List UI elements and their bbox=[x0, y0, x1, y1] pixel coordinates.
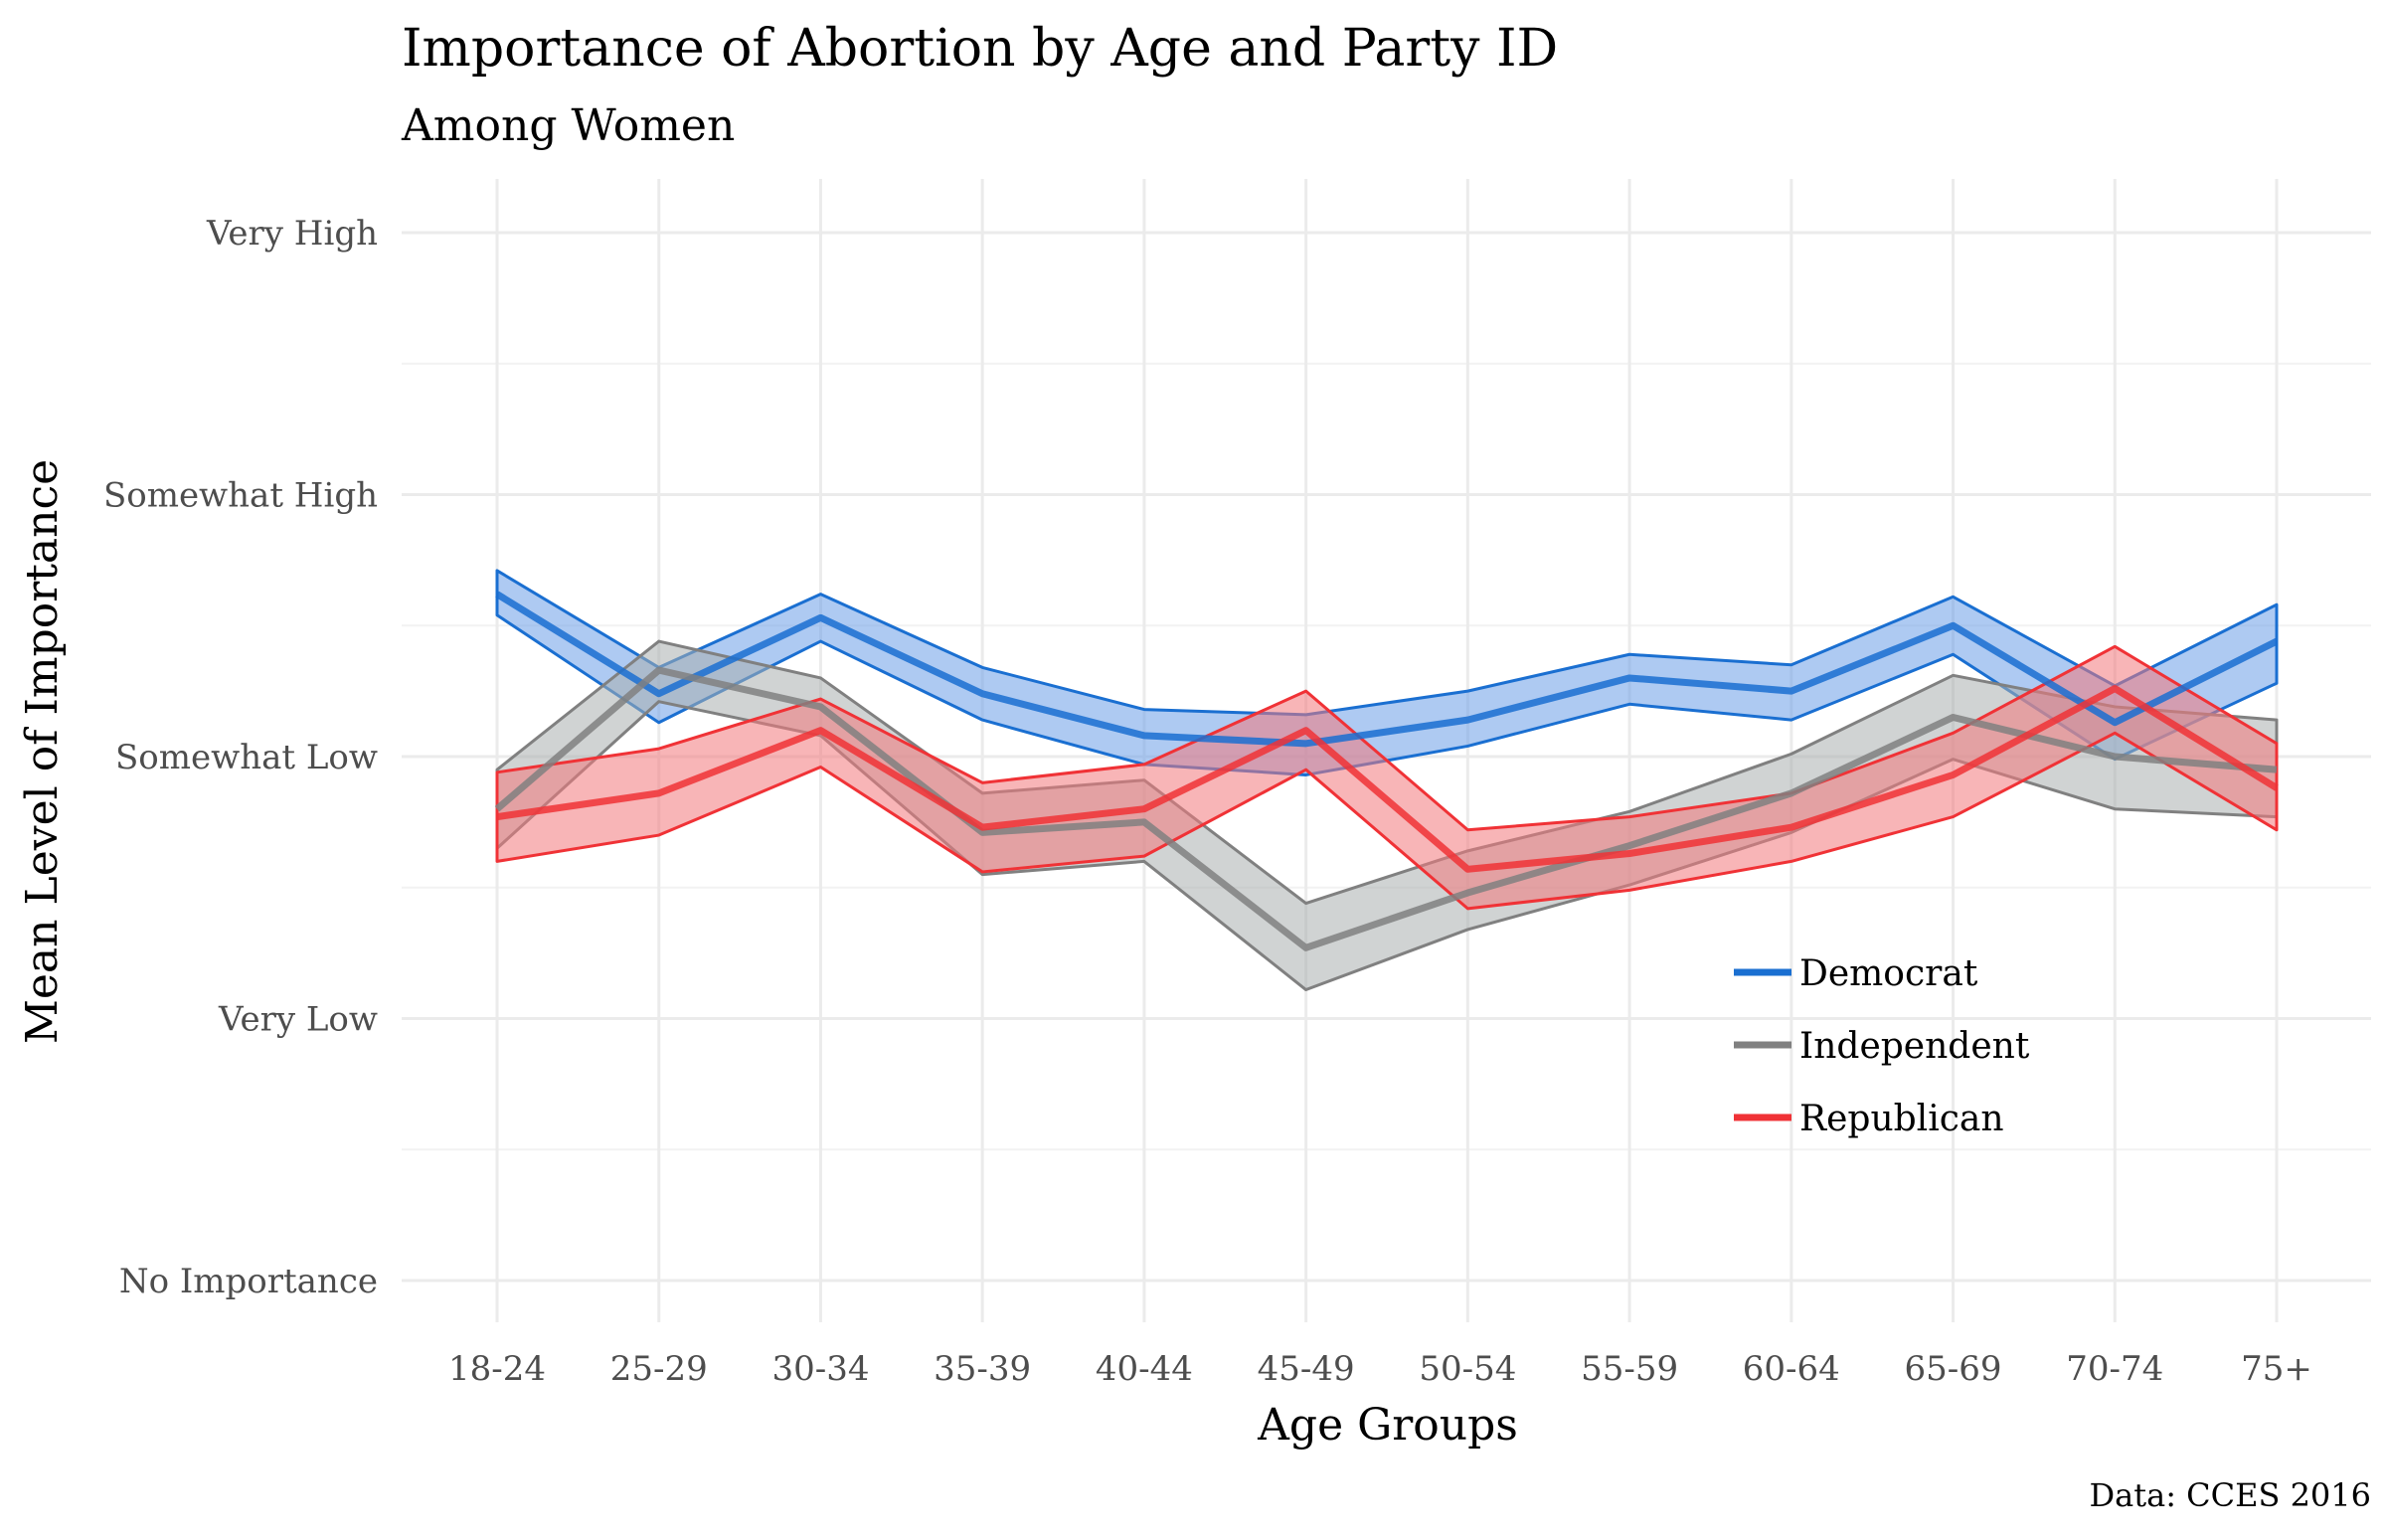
x-tick-label: 18-24 bbox=[448, 1349, 546, 1389]
y-tick-label: Somewhat High bbox=[103, 476, 378, 516]
series-line-independent bbox=[494, 666, 2278, 951]
y-tick-label: Somewhat Low bbox=[115, 738, 378, 777]
y-tick-label: No Importance bbox=[119, 1262, 378, 1301]
legend-label-republican: Republican bbox=[1799, 1099, 2004, 1139]
caption: Data: CCES 2016 bbox=[2090, 1476, 2371, 1514]
chart-subtitle: Among Women bbox=[401, 100, 735, 151]
legend: Democrat Independent Republican bbox=[1734, 953, 2030, 1139]
x-axis-title: Age Groups bbox=[1257, 1400, 1518, 1451]
x-tick-label: 35-39 bbox=[934, 1349, 1031, 1389]
series-lines bbox=[494, 591, 2279, 951]
legend-label-independent: Independent bbox=[1799, 1026, 2030, 1067]
x-tick-label: 45-49 bbox=[1258, 1349, 1355, 1389]
confidence-bands bbox=[495, 569, 2279, 992]
y-axis-title: Mean Level of Importance bbox=[17, 459, 68, 1044]
chart-title: Importance of Abortion by Age and Party … bbox=[402, 19, 1558, 79]
x-axis-ticks: 18-24 25-29 30-34 35-39 40-44 45-49 50-54 55-59… bbox=[448, 1349, 2312, 1389]
series-line-republican bbox=[496, 684, 2279, 873]
confidence-band-republican bbox=[495, 644, 2279, 911]
x-tick-label: 40-44 bbox=[1096, 1349, 1193, 1389]
x-tick-label: 25-29 bbox=[610, 1349, 708, 1389]
y-axis-ticks: No Importance Very Low Somewhat Low Somewha… bbox=[103, 214, 378, 1301]
x-tick-label: 65-69 bbox=[1905, 1349, 2002, 1389]
x-tick-label: 50-54 bbox=[1419, 1349, 1516, 1389]
legend-label-democrat: Democrat bbox=[1799, 953, 1978, 994]
series-line-democrat bbox=[495, 591, 2279, 748]
y-tick-label: Very Low bbox=[218, 1000, 378, 1040]
x-tick-label: 70-74 bbox=[2066, 1349, 2163, 1389]
x-tick-label: 30-34 bbox=[771, 1349, 869, 1389]
x-tick-label: 55-59 bbox=[1581, 1349, 1678, 1389]
x-tick-label: 75+ bbox=[2241, 1349, 2312, 1389]
x-tick-label: 60-64 bbox=[1743, 1349, 1840, 1389]
y-tick-label: Very High bbox=[206, 214, 378, 254]
